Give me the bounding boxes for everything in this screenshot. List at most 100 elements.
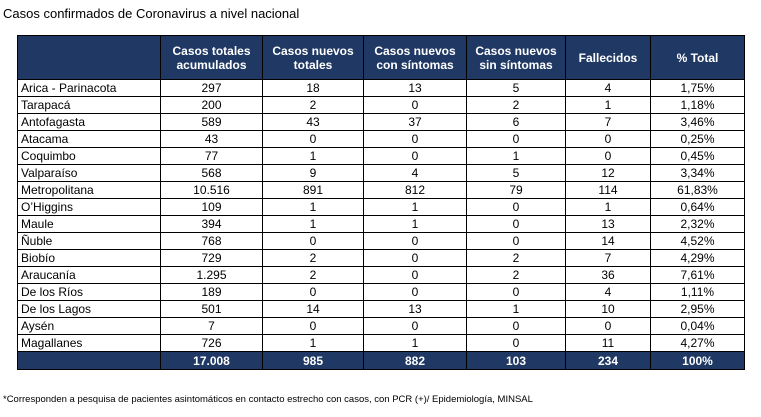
cell: 12 [565, 164, 651, 182]
table-row: Antofagasta 589 43 37 6 7 3,46% [17, 113, 745, 131]
cell: 2 [262, 266, 364, 284]
cell: 1 [565, 96, 651, 114]
cell: 7 [565, 249, 651, 267]
cell: 0 [466, 215, 566, 233]
cell: 2,95% [650, 300, 745, 318]
table-row: Biobío 729 2 0 2 7 4,29% [17, 249, 745, 267]
region-cell: Metropolitana [17, 181, 161, 199]
cell: 1,18% [650, 96, 745, 114]
cell: 2 [466, 249, 566, 267]
cell: 1 [363, 215, 467, 233]
cell: 1 [466, 147, 566, 165]
cell: 7 [565, 113, 651, 131]
cell: 61,83% [650, 181, 745, 199]
cell: 5 [466, 164, 566, 182]
cell: 0,64% [650, 198, 745, 216]
cell: 13 [363, 300, 467, 318]
cell: 0 [565, 130, 651, 148]
table-row: Atacama 43 0 0 0 0 0,25% [17, 130, 745, 148]
total-cell: 882 [363, 351, 467, 370]
cell: 77 [160, 147, 263, 165]
cell: 13 [363, 79, 467, 97]
cell: 0 [363, 130, 467, 148]
cell: 37 [363, 113, 467, 131]
cell: 0 [363, 147, 467, 165]
cell: 14 [565, 232, 651, 250]
table-body: Arica - Parinacota 297 18 13 5 4 1,75% Tarapacá… [17, 79, 745, 370]
totals-row: 17.008 985 882 103 234 100% [17, 351, 745, 370]
cell: 0 [565, 317, 651, 335]
table-row: Aysén 7 0 0 0 0 0,04% [17, 317, 745, 335]
cases-table: Casos totales acumulados Casos nuevos tot… [17, 35, 745, 370]
cell: 1,75% [650, 79, 745, 97]
cell: 1 [262, 147, 364, 165]
cell: 0,25% [650, 130, 745, 148]
total-cell: 17.008 [160, 351, 263, 370]
region-cell: Coquimbo [17, 147, 161, 165]
table-row: De los Ríos 189 0 0 0 4 1,11% [17, 283, 745, 301]
cell: 729 [160, 249, 263, 267]
cell: 2 [262, 96, 364, 114]
cell: 2 [466, 96, 566, 114]
cell: 297 [160, 79, 263, 97]
region-cell: Biobío [17, 249, 161, 267]
region-cell: Valparaíso [17, 164, 161, 182]
cell: 43 [262, 113, 364, 131]
cell: 0 [466, 317, 566, 335]
cell: 394 [160, 215, 263, 233]
cell: 9 [262, 164, 364, 182]
region-cell: Magallanes [17, 334, 161, 352]
header-cell: Casos totales acumulados [160, 35, 263, 80]
header-cell: Casos nuevos con síntomas [363, 35, 467, 80]
cell: 4,52% [650, 232, 745, 250]
region-cell: Araucanía [17, 266, 161, 284]
cell: 1,11% [650, 283, 745, 301]
cell: 0 [466, 198, 566, 216]
cell: 1 [262, 215, 364, 233]
cell: 2,32% [650, 215, 745, 233]
region-cell: Ñuble [17, 232, 161, 250]
cell: 1 [363, 334, 467, 352]
table-row: Valparaíso 568 9 4 5 12 3,34% [17, 164, 745, 182]
cell: 11 [565, 334, 651, 352]
table-row: Arica - Parinacota 297 18 13 5 4 1,75% [17, 79, 745, 97]
cell: 109 [160, 198, 263, 216]
cell: 0 [262, 232, 364, 250]
header-row: Casos totales acumulados Casos nuevos tot… [17, 35, 745, 80]
cell: 0 [565, 147, 651, 165]
cell: 0 [363, 266, 467, 284]
region-cell: O’Higgins [17, 198, 161, 216]
cell: 4 [565, 79, 651, 97]
region-cell: De los Lagos [17, 300, 161, 318]
cell: 5 [466, 79, 566, 97]
cell: 589 [160, 113, 263, 131]
cell: 1 [262, 334, 364, 352]
table-row: Araucanía 1.295 2 0 2 36 7,61% [17, 266, 745, 284]
cell: 0 [363, 283, 467, 301]
region-cell: Arica - Parinacota [17, 79, 161, 97]
title: Casos confirmados de Coronavirus a nivel… [3, 6, 300, 21]
cell: 891 [262, 181, 364, 199]
cell: 79 [466, 181, 566, 199]
cell: 1 [363, 198, 467, 216]
cell: 0 [466, 334, 566, 352]
cell: 0 [363, 96, 467, 114]
cell: 0 [363, 232, 467, 250]
cell: 10.516 [160, 181, 263, 199]
header-cell: % Total [650, 35, 745, 80]
cell: 189 [160, 283, 263, 301]
cell: 4 [363, 164, 467, 182]
region-cell: Atacama [17, 130, 161, 148]
cell: 1 [565, 198, 651, 216]
cell: 0 [262, 317, 364, 335]
cell: 0,04% [650, 317, 745, 335]
region-cell: Aysén [17, 317, 161, 335]
header-cell [17, 35, 161, 80]
cell: 0 [466, 232, 566, 250]
total-cell: 234 [565, 351, 651, 370]
table-row: Tarapacá 200 2 0 2 1 1,18% [17, 96, 745, 114]
cell: 4,27% [650, 334, 745, 352]
cell: 10 [565, 300, 651, 318]
region-cell: Antofagasta [17, 113, 161, 131]
